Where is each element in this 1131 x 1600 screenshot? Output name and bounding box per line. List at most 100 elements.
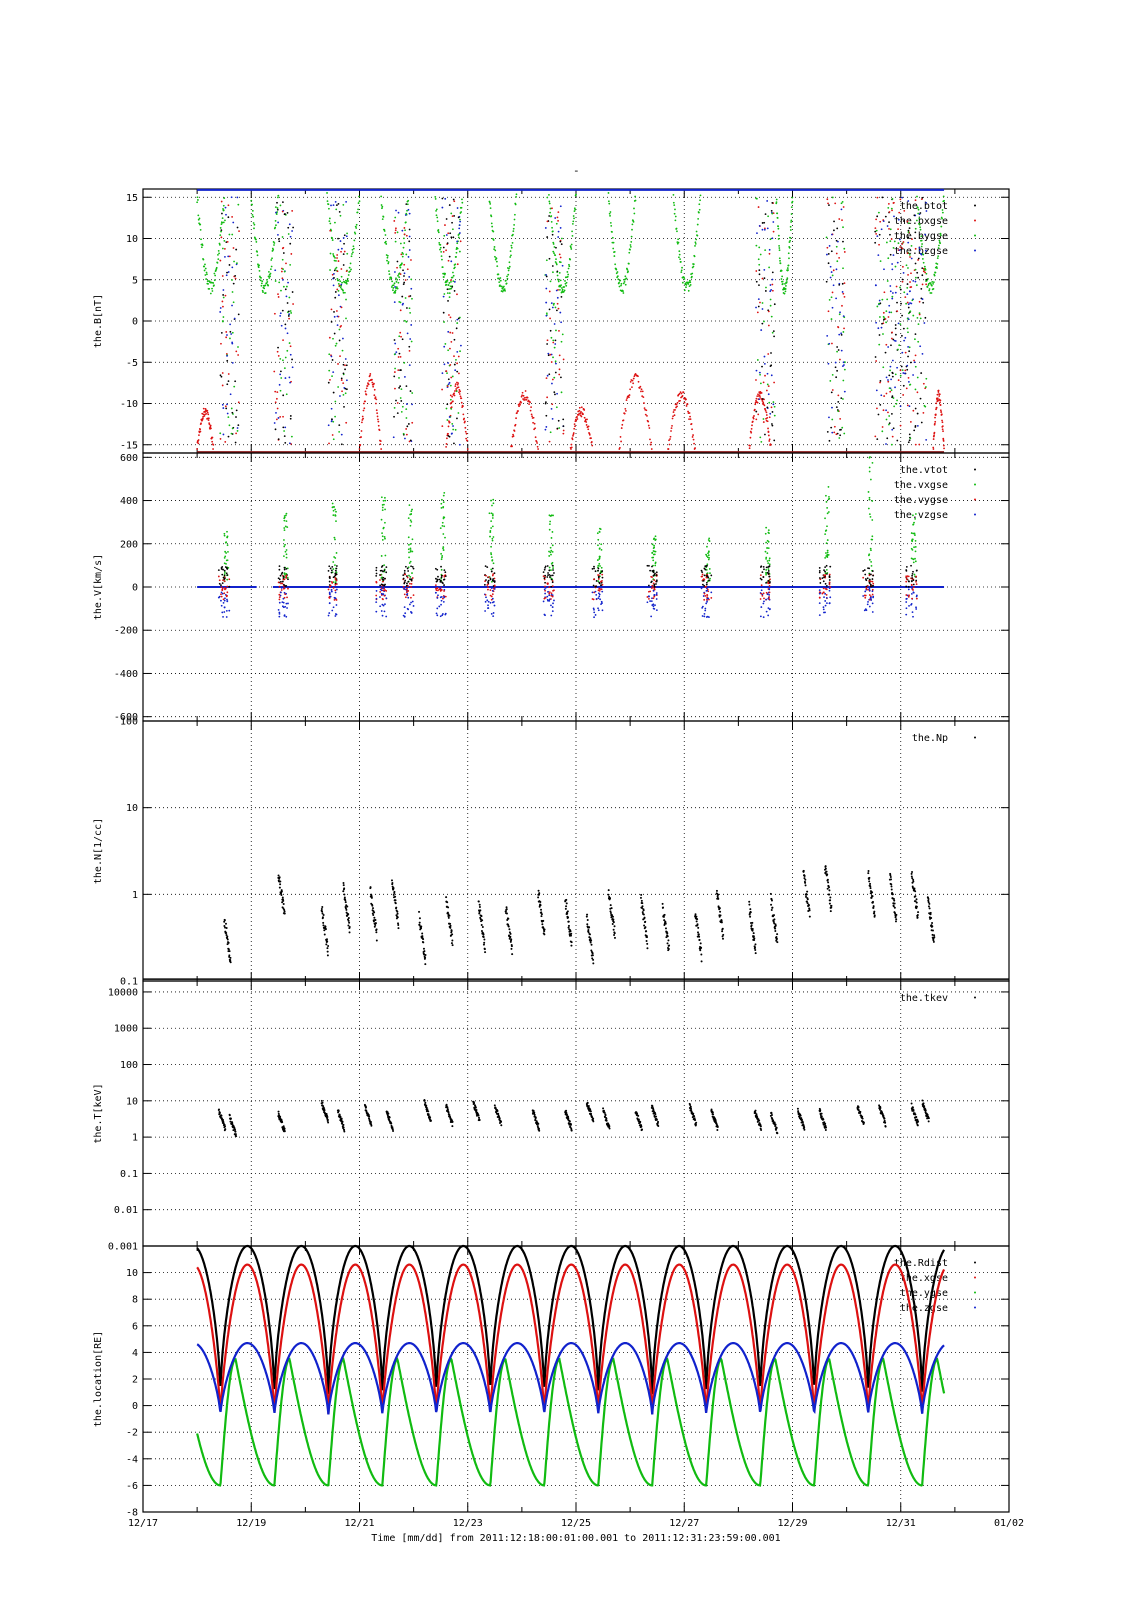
point-bygse: [570, 248, 573, 250]
point-bygse: [555, 263, 558, 266]
point-N: [483, 948, 486, 951]
point-crossing: [276, 201, 278, 204]
point-N: [612, 921, 615, 924]
point-crossing: [395, 351, 398, 354]
point-bxgse: [535, 440, 538, 443]
point-crossing: [909, 302, 911, 304]
point-bygse: [213, 284, 215, 287]
point-crossing: [553, 323, 556, 325]
point-vxgse: [598, 562, 601, 565]
point-vtot: [491, 567, 494, 570]
point-bxgse: [457, 382, 460, 385]
point-bygse: [353, 231, 356, 234]
point-crossing: [894, 333, 897, 336]
point-crossing: [831, 418, 834, 421]
point-crossing: [283, 430, 285, 432]
point-bygse: [499, 279, 502, 282]
point-crossing: [409, 390, 412, 392]
point-vzgse: [222, 601, 225, 604]
point-crossing: [289, 417, 292, 420]
point-crossing: [835, 239, 838, 242]
point-crossing: [887, 346, 890, 348]
point-bygse: [506, 275, 508, 278]
point-vxgse: [409, 550, 412, 553]
point-vtot: [484, 565, 487, 568]
point-vxgse: [867, 491, 870, 493]
point-vygse: [824, 587, 827, 590]
point-crossing: [222, 289, 225, 291]
point-crossing: [886, 437, 889, 440]
point-bygse: [784, 290, 787, 293]
point-vygse: [548, 591, 551, 594]
point-bxgse: [359, 443, 362, 446]
point-vzgse: [710, 591, 713, 594]
y-axis-label: the.V[km/s]: [93, 554, 104, 620]
point-crossing: [340, 247, 343, 250]
point-crossing: [285, 285, 288, 288]
point-vxgse: [826, 555, 829, 557]
point-crossing: [910, 257, 913, 260]
point-bxgse: [643, 402, 645, 404]
point-N: [538, 892, 541, 895]
point-vzgse: [828, 602, 831, 605]
point-vygse: [769, 578, 771, 581]
point-vygse: [543, 597, 546, 600]
point-vzgse: [547, 590, 549, 593]
point-vzgse: [381, 614, 384, 617]
point-bxgse: [375, 402, 377, 405]
point-vxgse: [283, 519, 286, 522]
point-vtot: [221, 573, 224, 576]
point-bygse: [273, 244, 275, 246]
point-vygse: [228, 578, 231, 581]
point-crossing: [559, 205, 562, 208]
point-crossing: [551, 265, 554, 267]
point-bxgse: [756, 395, 759, 398]
point-crossing: [237, 346, 239, 348]
point-vygse: [915, 597, 918, 600]
point-bygse: [566, 275, 569, 278]
point-vzgse: [870, 599, 873, 601]
point-vxgse: [598, 555, 601, 558]
point-bygse: [777, 234, 780, 237]
point-vtot: [335, 565, 338, 567]
point-crossing: [284, 213, 286, 215]
point-vygse: [868, 598, 871, 601]
point-vtot: [763, 568, 765, 571]
point-crossing: [234, 277, 237, 280]
point-vygse: [905, 580, 908, 583]
point-N: [910, 872, 913, 875]
point-N: [699, 949, 702, 952]
point-crossing: [829, 276, 832, 279]
point-vxgse: [285, 520, 288, 523]
point-vtot: [912, 579, 915, 582]
point-bygse: [680, 271, 683, 274]
point-vzgse: [287, 602, 289, 605]
point-vtot: [825, 584, 828, 587]
point-crossing: [238, 230, 240, 233]
point-vxgse: [652, 547, 655, 550]
point-vxgse: [407, 517, 410, 520]
point-bygse: [690, 275, 693, 278]
point-bygse: [777, 225, 780, 228]
point-bxgse: [570, 446, 573, 449]
point-crossing: [443, 234, 446, 237]
point-vzgse: [491, 589, 494, 592]
point-bygse: [923, 265, 926, 268]
point-crossing: [336, 315, 339, 318]
point-crossing: [761, 308, 764, 310]
point-crossing: [769, 238, 772, 241]
point-N: [871, 891, 874, 894]
point-crossing: [328, 353, 331, 356]
point-bygse: [694, 242, 697, 245]
point-vxgse: [283, 527, 286, 529]
point-N: [226, 935, 229, 938]
point-crossing: [222, 296, 225, 299]
point-vtot: [440, 574, 443, 577]
point-crossing: [761, 398, 764, 400]
point-vygse: [382, 580, 384, 583]
point-crossing: [407, 423, 410, 425]
point-crossing: [231, 331, 234, 334]
point-crossing: [290, 312, 293, 314]
point-bxgse: [671, 424, 673, 427]
point-vxgse: [653, 537, 656, 540]
